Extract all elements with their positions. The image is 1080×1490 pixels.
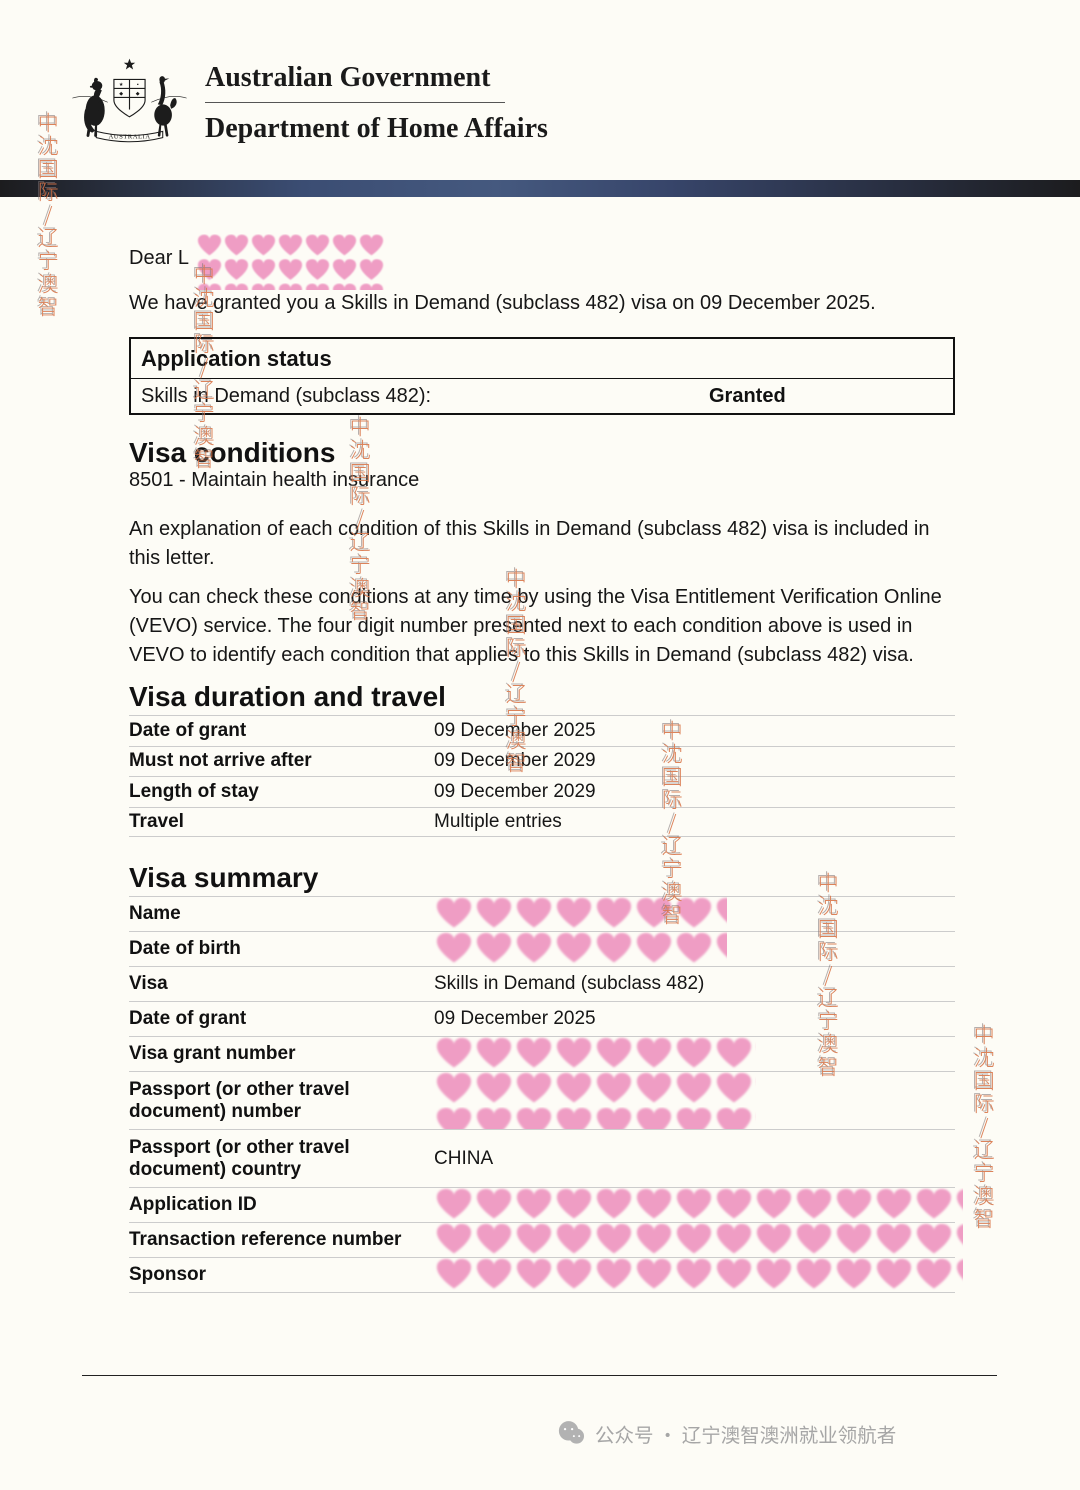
- svg-text:AUSTRALIA: AUSTRALIA: [109, 134, 151, 141]
- svg-text:▪: ▪: [137, 82, 139, 88]
- svg-text:★: ★: [119, 82, 124, 88]
- svg-text:◆: ◆: [119, 91, 123, 97]
- svg-text:◆: ◆: [136, 91, 140, 97]
